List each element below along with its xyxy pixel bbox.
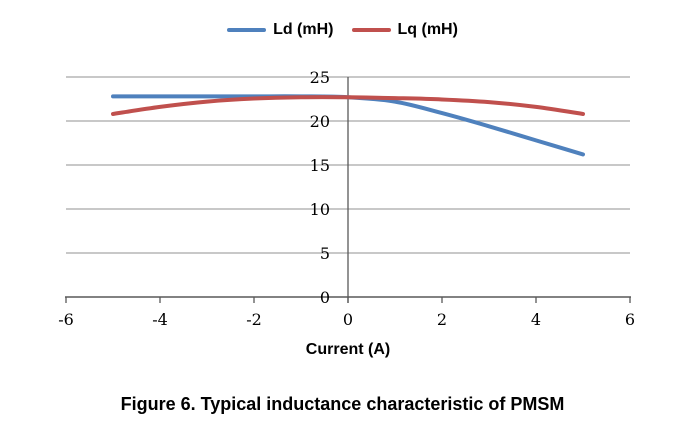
- legend-swatch-lq-line: [351, 28, 391, 32]
- x-tick-label--6: -6: [58, 310, 74, 329]
- figure-caption: Figure 6. Typical inductance characteris…: [120, 394, 565, 414]
- y-tick-label-10: 10: [310, 200, 330, 219]
- legend-item-lq: Lq (mH): [351, 21, 458, 39]
- y-tick-label-0: 0: [320, 288, 330, 307]
- x-tick-label--2: -2: [246, 310, 262, 329]
- x-tick-label--4: -4: [152, 310, 168, 329]
- y-tick-label-5: 5: [320, 244, 330, 263]
- x-axis-title: Current (A): [305, 341, 391, 358]
- chart-legend: Ld (mH) Lq (mH): [0, 21, 685, 39]
- legend-label-ld: Ld (mH): [273, 21, 334, 38]
- x-tick-label-6: 6: [625, 310, 635, 329]
- y-tick-label-20: 20: [310, 112, 330, 131]
- legend-swatch-ld-line: [227, 28, 267, 32]
- x-tick-label-2: 2: [437, 310, 447, 329]
- series-line-lq-mh: [111, 95, 585, 116]
- inductance-line-chart: -6 -4 -2 0 2 4 6 0 5 10 15 20 25: [58, 68, 635, 329]
- y-tick-label-15: 15: [310, 156, 330, 175]
- x-tick-label-0: 0: [343, 310, 353, 329]
- legend-label-lq: Lq (mH): [397, 21, 458, 38]
- x-tick-label-4: 4: [531, 310, 541, 329]
- y-tick-label-25: 25: [310, 68, 330, 87]
- legend-item-ld: Ld (mH): [227, 21, 334, 39]
